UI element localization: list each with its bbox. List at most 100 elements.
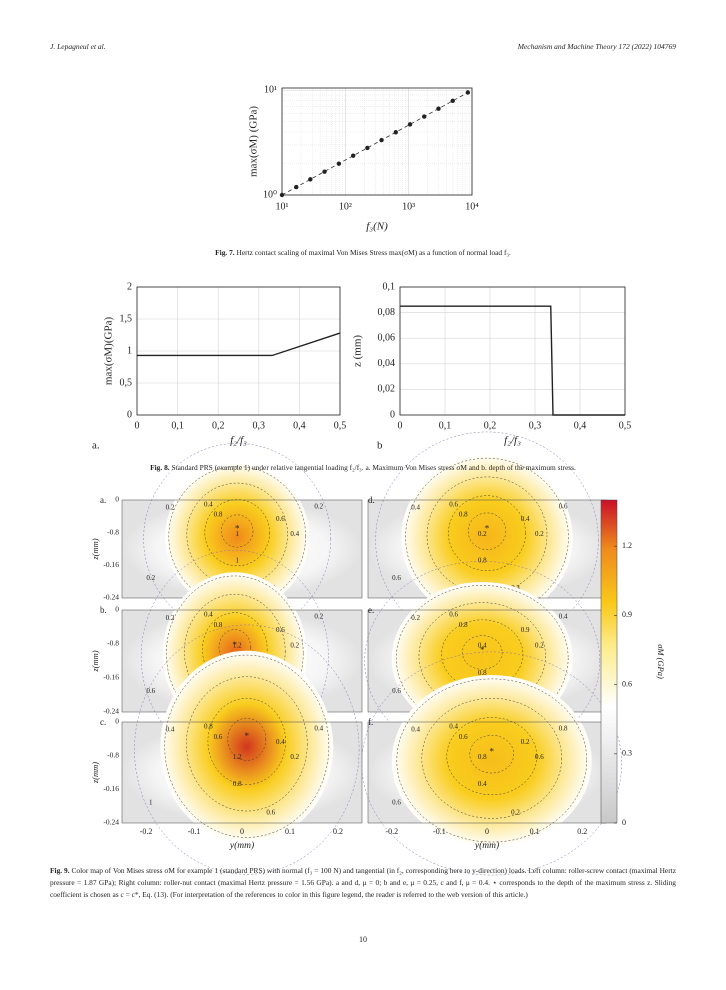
x-tick-label: -0.2 — [385, 827, 398, 836]
max-marker: * — [485, 523, 490, 533]
y-tick-label: -0.24 — [103, 593, 119, 602]
point — [393, 130, 398, 135]
page-number: 10 — [359, 935, 367, 944]
contour — [467, 512, 507, 550]
contour-label: 1.2 — [233, 753, 242, 761]
caption-label: Fig. 7. — [215, 248, 235, 257]
contour-label: 0.6 — [392, 798, 401, 806]
contour-label: 0.2 — [146, 574, 155, 582]
panel-label: b. — [100, 605, 107, 615]
y-axis-label: z(mm) — [90, 650, 100, 672]
contour-label: 0.8 — [459, 510, 468, 518]
contour-label: 0.2 — [535, 641, 544, 649]
y-tick-label: 0 — [115, 605, 119, 614]
x-axis-label: y(mm) — [229, 840, 254, 851]
contour — [186, 676, 308, 812]
y-tick-label: 0 — [127, 409, 132, 420]
contour-label: 0.4 — [478, 780, 487, 788]
y-tick-label: -0.24 — [103, 818, 119, 827]
contour — [364, 561, 601, 761]
y-tick-label: 10⁰ — [263, 189, 277, 200]
colorbar-tick-label: 0.6 — [622, 679, 632, 688]
point — [465, 90, 471, 95]
x-tick-label: 0,5 — [334, 420, 347, 431]
y-tick-label: 0 — [115, 495, 119, 504]
x-tick-label: 0.1 — [285, 827, 295, 836]
contour-label: 0.4 — [204, 611, 213, 619]
contour-label: 0.8 — [204, 723, 213, 731]
contour — [421, 697, 562, 819]
colorbar-tick-label: 0.9 — [622, 610, 632, 619]
colorbar-tick-label: 0 — [622, 818, 626, 827]
y-tick-label: -0.8 — [107, 750, 119, 759]
x-axis-label: f₂/f₃ — [504, 435, 521, 447]
contour-label: 0.2 — [314, 613, 323, 621]
y-tick-label: -0.16 — [103, 673, 119, 682]
panel-label: c. — [100, 717, 106, 727]
panel-label: b — [377, 440, 383, 452]
contour — [221, 514, 254, 548]
contour-label: 0.6 — [449, 501, 458, 509]
contour-label: 0.6 — [449, 611, 458, 619]
contour-label: 0.4 — [411, 726, 420, 734]
caption: Fig. 9. Color map of Von Mises stress σM… — [50, 865, 676, 901]
x-tick-label: 0 — [240, 827, 244, 836]
contour — [218, 629, 251, 666]
contour-label: 0.8 — [478, 669, 487, 677]
point — [379, 137, 384, 143]
point — [350, 153, 356, 158]
point — [336, 161, 342, 166]
x-axis-label: f₃(N) — [366, 221, 388, 233]
contour-label: 0.6 — [392, 687, 401, 695]
caption: Fig. 8. Standard PRS (example 1) under r… — [50, 462, 676, 474]
contour-label: 1.2 — [233, 641, 242, 649]
contour-label: 0.8 — [233, 780, 242, 788]
contour-label: 1 — [235, 556, 239, 564]
x-tick-label: 0 — [485, 827, 489, 836]
contour — [164, 654, 330, 838]
contour-label: 0.8 — [478, 753, 487, 761]
contour — [448, 495, 526, 571]
stress-field — [160, 650, 334, 843]
contour — [134, 624, 360, 875]
x-tick-label: 10⁴ — [465, 201, 479, 212]
contour — [446, 717, 537, 796]
contour — [202, 612, 268, 687]
x-tick-label: 0.1 — [530, 827, 540, 836]
x-tick-label: 10² — [339, 201, 352, 212]
x-tick-label: -0.1 — [433, 827, 446, 836]
contour-label: 0.8 — [459, 621, 468, 629]
x-tick-label: 0 — [135, 420, 140, 431]
max-marker: * — [235, 523, 240, 533]
line — [400, 305, 625, 416]
caption-text: Standard PRS (example 1) under relative … — [171, 463, 576, 472]
y-tick-label: -0.24 — [103, 707, 119, 716]
y-tick-label: -0.16 — [103, 784, 119, 793]
x-tick-label: 0,2 — [212, 420, 225, 431]
contour — [462, 635, 503, 670]
contour — [469, 735, 515, 774]
y-tick-label: 10¹ — [264, 85, 277, 96]
y-axis-label: z (mm) — [352, 335, 364, 367]
max-marker: * — [480, 645, 485, 655]
map-frame — [121, 721, 363, 824]
y-tick-label: 0 — [390, 409, 395, 420]
caption-label: Fig. 8. — [150, 463, 170, 472]
point — [279, 192, 285, 198]
contour-label: 0.8 — [478, 556, 487, 564]
x-tick-label: 0.2 — [577, 827, 587, 836]
colorbar-tick-label: 1.2 — [622, 541, 632, 550]
contour-label: 0.4 — [314, 725, 323, 733]
y-tick-label: 0,04 — [378, 358, 396, 369]
point — [422, 114, 427, 119]
contour-label: 0.4 — [521, 515, 530, 523]
contour — [441, 619, 524, 689]
contour — [207, 698, 286, 785]
x-tick-label: 0,5 — [619, 420, 632, 431]
max-marker: * — [245, 731, 250, 741]
point — [450, 98, 455, 104]
y-tick-label: 0,02 — [378, 384, 396, 395]
contour-label: 0.2 — [521, 738, 530, 746]
